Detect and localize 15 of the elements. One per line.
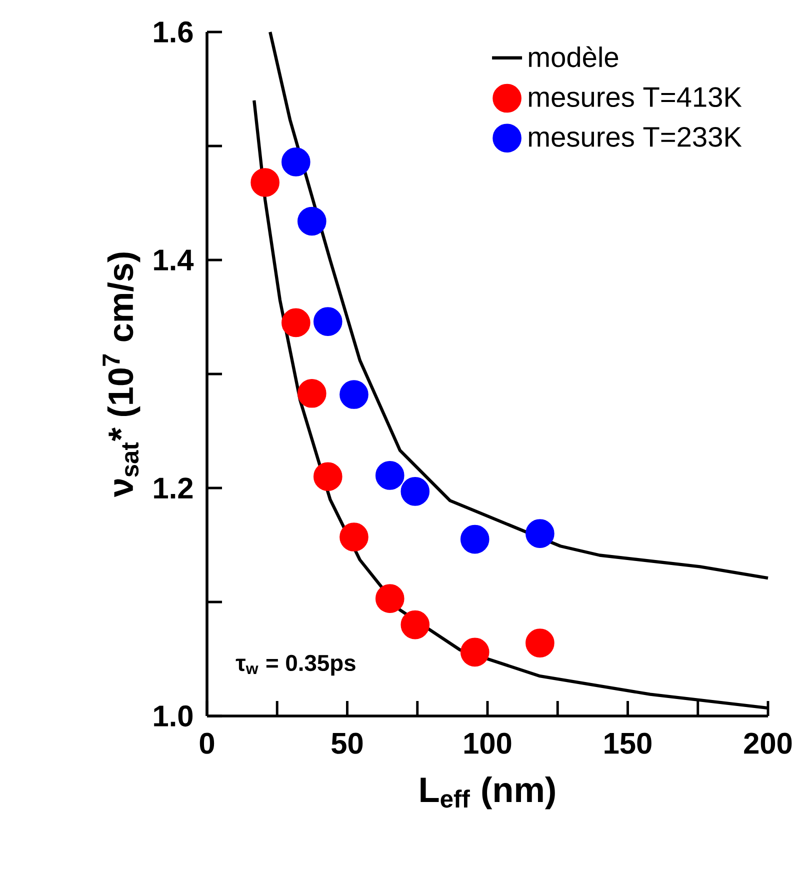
- y-tick-label: 1.0: [154, 705, 193, 727]
- legend-label: mesures T=233K: [529, 126, 742, 147]
- y-tick-label: 1.6: [154, 21, 193, 43]
- x-tick-label: 100: [464, 732, 512, 754]
- legend-label: modèle: [529, 46, 618, 68]
- y-tick-label: 1.4: [154, 250, 194, 270]
- annotation: τ$_{w}$ = 0.35ps: [236, 654, 356, 676]
- y-tick-label: 1.2: [154, 478, 193, 498]
- x-tick-label: 150: [604, 732, 652, 754]
- y-axis-title: ν$_{sat}$* (10$^{7}$ cm/s): [102, 252, 140, 498]
- x-axis-title: L$_{eff}$ (nm): [420, 776, 555, 810]
- x-tick-label: 50: [332, 732, 363, 754]
- x-tick-label: 200: [744, 732, 792, 754]
- legend-label: mesures T=413K: [529, 87, 742, 108]
- x-tick-label: 0: [200, 732, 214, 754]
